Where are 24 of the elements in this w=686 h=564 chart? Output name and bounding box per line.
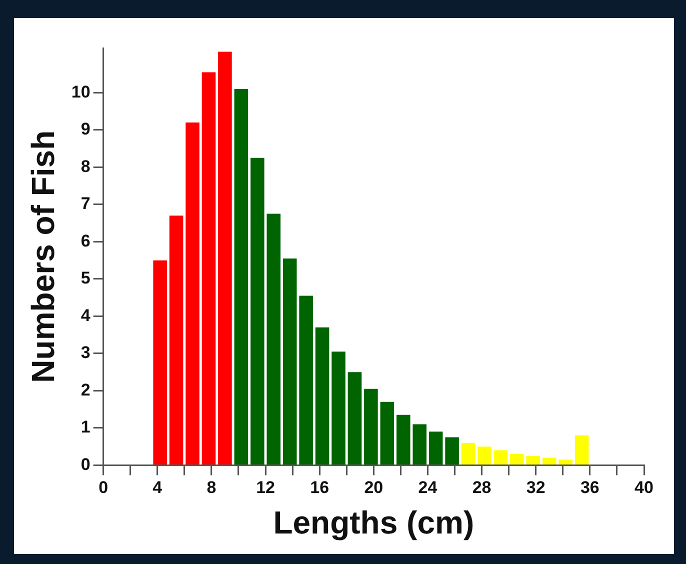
y-tick-label: 10 bbox=[71, 82, 90, 102]
y-tick-label: 8 bbox=[80, 156, 90, 176]
x-tick-label: 36 bbox=[580, 478, 600, 498]
x-tick-label: 12 bbox=[256, 478, 275, 498]
x-tick-label: 28 bbox=[472, 478, 492, 498]
x-tick-label: 24 bbox=[418, 478, 438, 498]
y-tick-label: 3 bbox=[80, 343, 90, 362]
x-tick-label: 16 bbox=[310, 478, 330, 498]
x-tick-label: 0 bbox=[98, 478, 108, 498]
y-tick-label: 1 bbox=[80, 418, 90, 437]
x-axis-title: Lengths (cm) bbox=[273, 504, 474, 541]
x-tick-label: 4 bbox=[152, 478, 163, 498]
y-tick-label: 2 bbox=[80, 380, 90, 400]
y-tick-label: 6 bbox=[80, 231, 90, 250]
x-tick-label: 20 bbox=[364, 478, 384, 498]
y-tick-label: 0 bbox=[80, 454, 90, 474]
y-tick-label: 9 bbox=[80, 120, 90, 139]
x-tick-label: 40 bbox=[634, 478, 654, 498]
y-tick-label: 5 bbox=[80, 268, 90, 288]
y-tick-label: 4 bbox=[80, 306, 91, 325]
x-tick-label: 8 bbox=[206, 478, 216, 498]
y-axis-title: Numbers of Fish bbox=[25, 130, 62, 383]
y-tick-label: 7 bbox=[80, 194, 90, 214]
x-tick-label: 32 bbox=[526, 478, 546, 498]
